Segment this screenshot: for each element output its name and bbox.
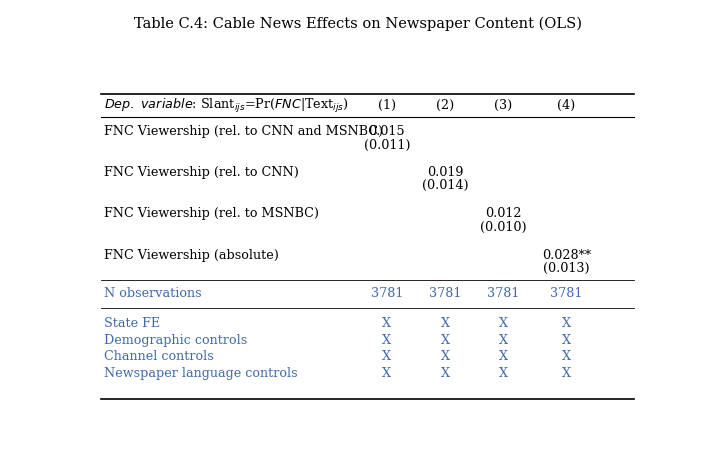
Text: (0.014): (0.014) bbox=[422, 179, 469, 192]
Text: (0.011): (0.011) bbox=[364, 139, 410, 152]
Text: FNC Viewership (rel. to CNN and MSNBC): FNC Viewership (rel. to CNN and MSNBC) bbox=[103, 125, 383, 139]
Text: X: X bbox=[441, 350, 450, 363]
Text: 3781: 3781 bbox=[429, 287, 462, 300]
Text: (0.010): (0.010) bbox=[480, 221, 527, 234]
Text: Demographic controls: Demographic controls bbox=[103, 334, 247, 347]
Text: X: X bbox=[382, 367, 391, 380]
Text: 3781: 3781 bbox=[488, 287, 520, 300]
Text: N observations: N observations bbox=[103, 287, 201, 300]
Text: 0.028**: 0.028** bbox=[542, 249, 591, 262]
Text: (4): (4) bbox=[557, 99, 576, 112]
Text: X: X bbox=[562, 334, 571, 347]
Text: Channel controls: Channel controls bbox=[103, 350, 213, 363]
Text: X: X bbox=[441, 317, 450, 330]
Text: FNC Viewership (rel. to CNN): FNC Viewership (rel. to CNN) bbox=[103, 166, 298, 179]
Text: 0.015: 0.015 bbox=[369, 125, 405, 139]
Text: X: X bbox=[441, 334, 450, 347]
Text: 3781: 3781 bbox=[371, 287, 403, 300]
Text: FNC Viewership (rel. to MSNBC): FNC Viewership (rel. to MSNBC) bbox=[103, 207, 318, 220]
Text: X: X bbox=[499, 367, 508, 380]
Text: Table C.4: Cable News Effects on Newspaper Content (OLS): Table C.4: Cable News Effects on Newspap… bbox=[135, 16, 582, 31]
Text: X: X bbox=[499, 350, 508, 363]
Text: 0.019: 0.019 bbox=[427, 166, 463, 179]
Text: X: X bbox=[382, 334, 391, 347]
Text: $\it{Dep.\ variable}$: Slant$_{ijs}$=Pr($FNC$|Text$_{ijs}$): $\it{Dep.\ variable}$: Slant$_{ijs}$=Pr(… bbox=[103, 97, 348, 115]
Text: State FE: State FE bbox=[103, 317, 160, 330]
Text: X: X bbox=[562, 317, 571, 330]
Text: X: X bbox=[499, 334, 508, 347]
Text: (0.013): (0.013) bbox=[543, 262, 589, 275]
Text: Newspaper language controls: Newspaper language controls bbox=[103, 367, 297, 380]
Text: X: X bbox=[382, 350, 391, 363]
Text: X: X bbox=[441, 367, 450, 380]
Text: X: X bbox=[499, 317, 508, 330]
Text: 3781: 3781 bbox=[550, 287, 583, 300]
Text: X: X bbox=[562, 350, 571, 363]
Text: X: X bbox=[562, 367, 571, 380]
Text: (1): (1) bbox=[378, 99, 396, 112]
Text: FNC Viewership (absolute): FNC Viewership (absolute) bbox=[103, 249, 278, 262]
Text: (2): (2) bbox=[436, 99, 455, 112]
Text: (3): (3) bbox=[495, 99, 513, 112]
Text: 0.012: 0.012 bbox=[485, 207, 522, 220]
Text: X: X bbox=[382, 317, 391, 330]
